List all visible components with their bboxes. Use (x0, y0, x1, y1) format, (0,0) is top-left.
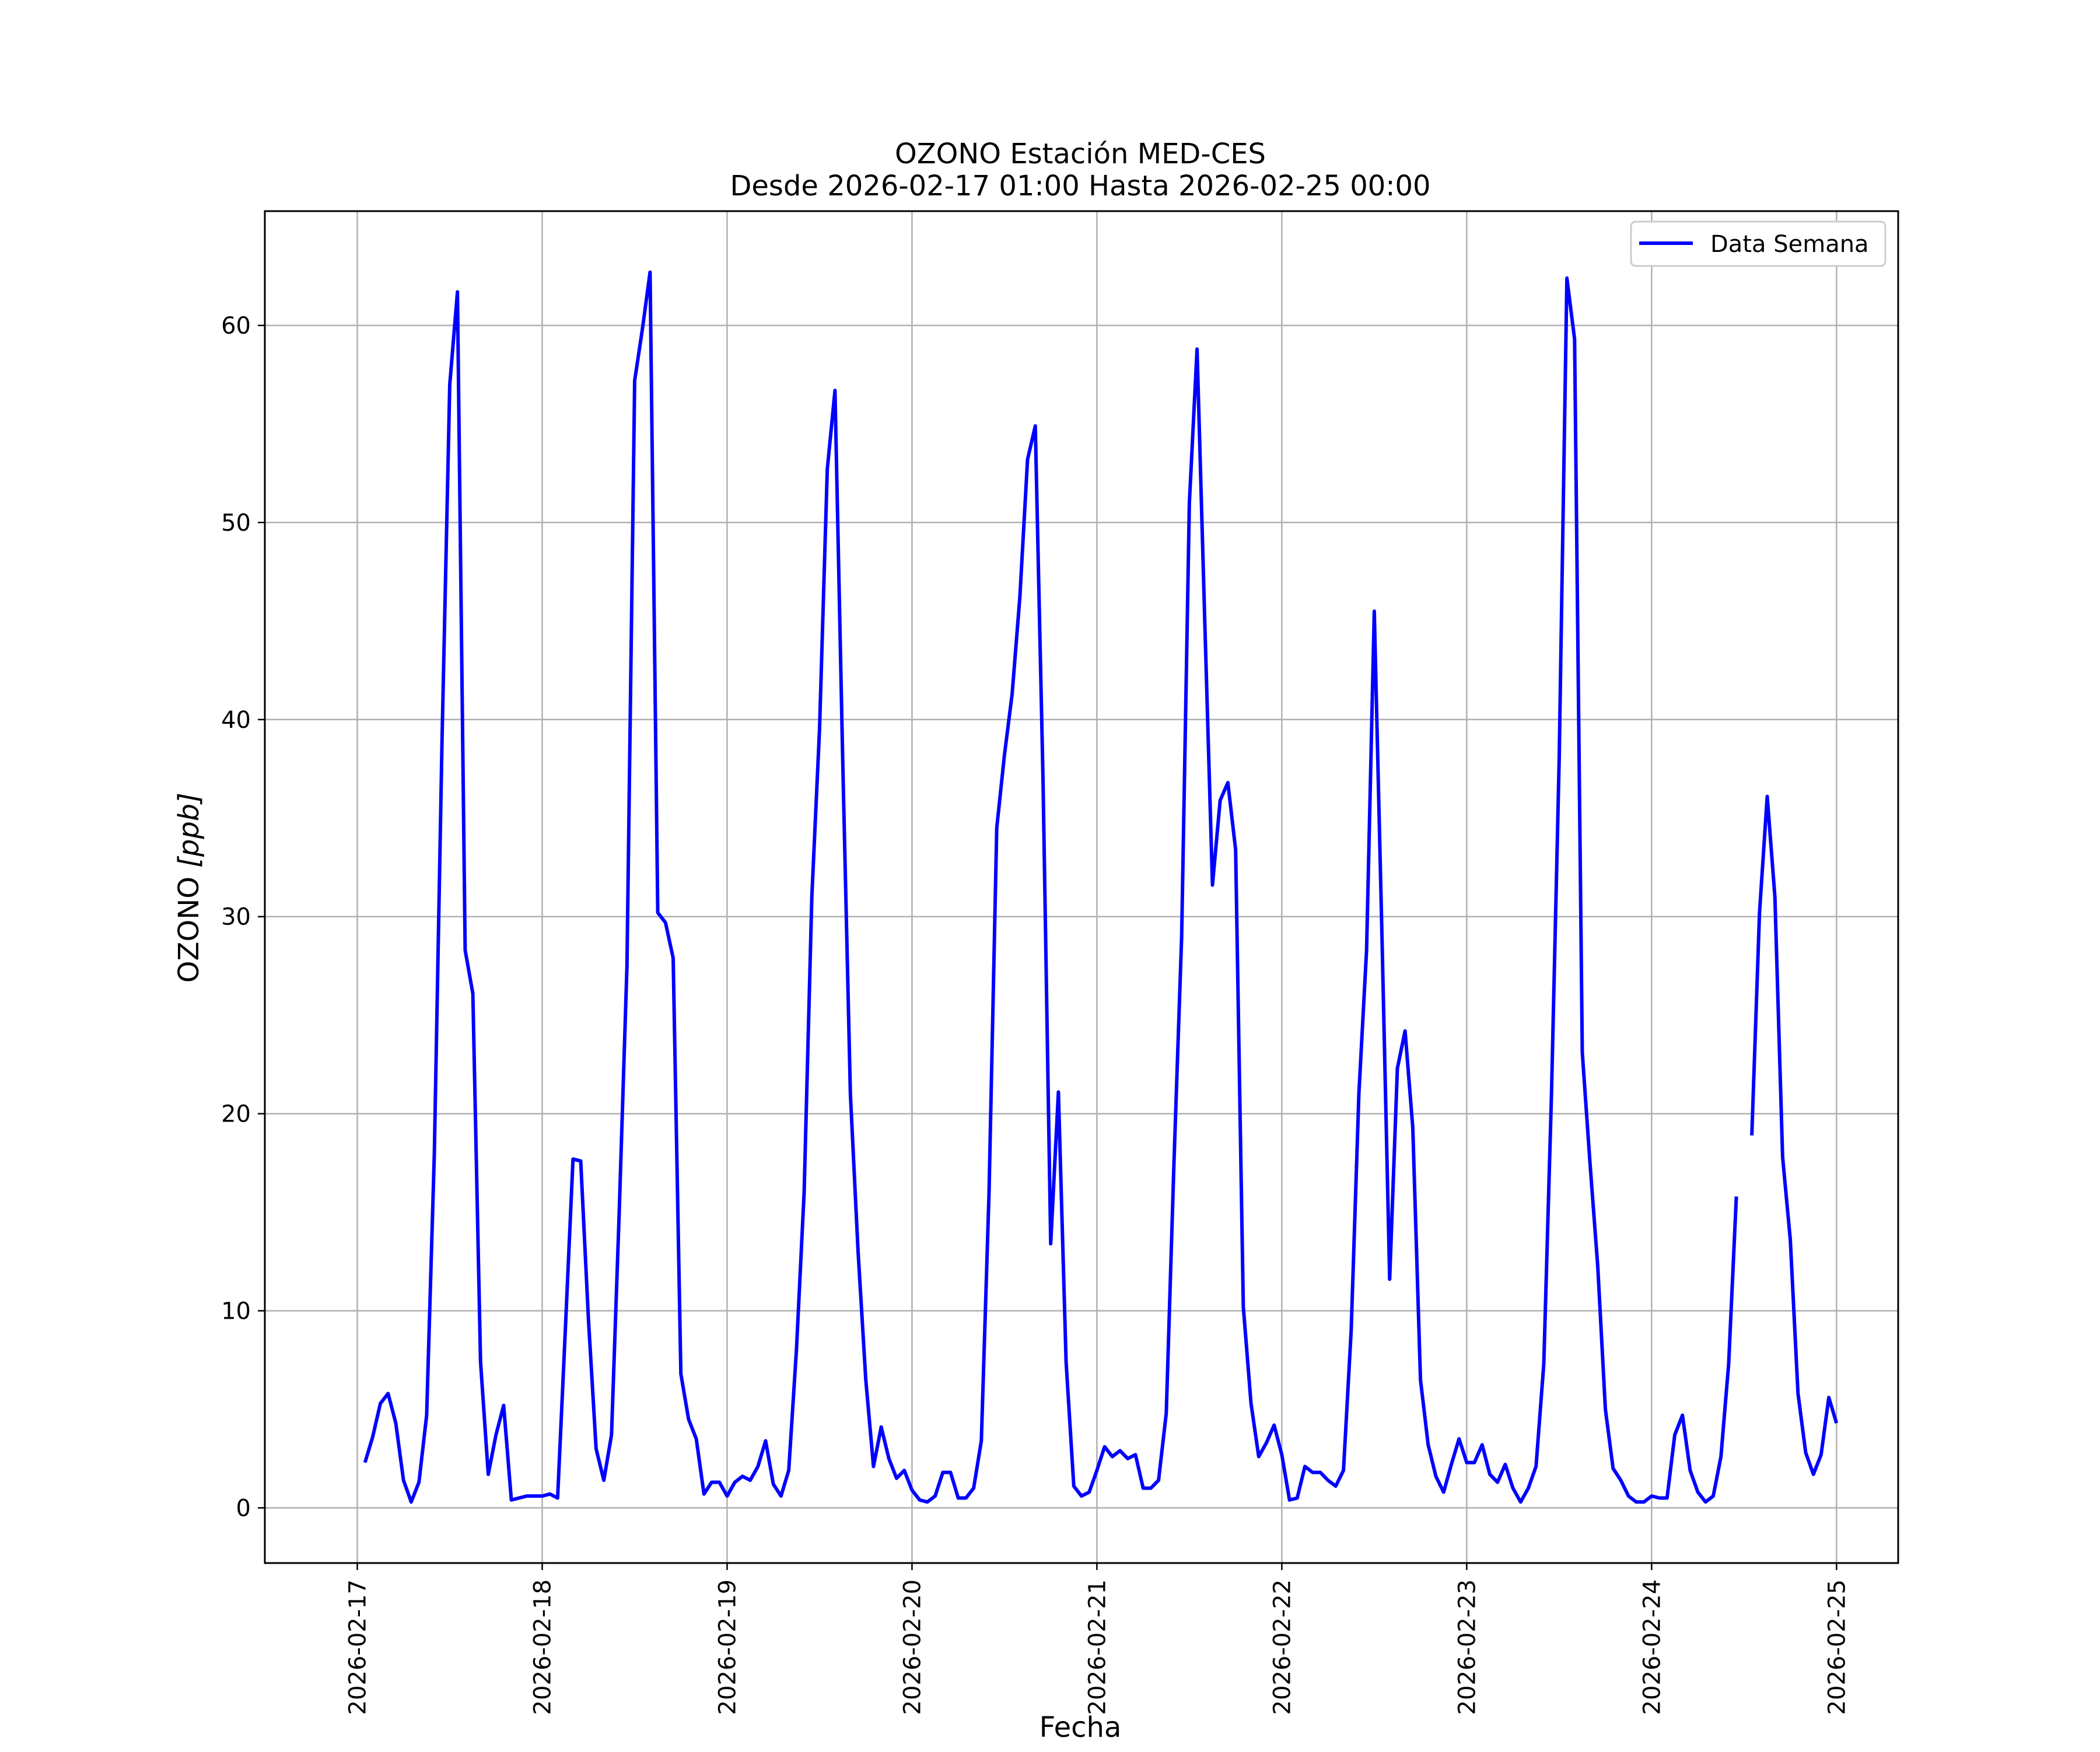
y-tick-label: 0 (236, 1495, 251, 1522)
y-tick-label: 50 (221, 510, 251, 537)
series-layer (363, 270, 1839, 1504)
x-tick-label: 2026-02-22 (1269, 1579, 1296, 1715)
chart-title: OZONO Estación MED-CES (895, 138, 1266, 170)
plot-frame (264, 210, 1899, 1564)
axis-ticks: 0 10 20 30 40 50 60 2026-02-17 2026-02-18 2026-02… (221, 313, 1850, 1715)
series-line-0-segment-0 (363, 270, 1738, 1504)
y-tick-label: 40 (221, 707, 251, 734)
legend-label: Data Semana (1710, 231, 1869, 258)
x-tick-label: 2026-02-25 (1824, 1579, 1850, 1715)
x-tick-label: 2026-02-17 (344, 1579, 371, 1715)
x-tick-label: 2026-02-23 (1454, 1579, 1480, 1715)
x-tick-label: 2026-02-19 (714, 1579, 741, 1715)
y-tick-label: 10 (221, 1298, 251, 1324)
legend-box (1630, 220, 1887, 267)
y-axis-label-main: OZONO (173, 877, 205, 983)
y-axis-label: OZONO [ppb] (173, 793, 205, 983)
x-tick-label: 2026-02-21 (1084, 1579, 1111, 1715)
y-axis-label-unit: [ppb] (173, 793, 205, 868)
x-tick-label: 2026-02-20 (899, 1579, 926, 1715)
x-tick-label: 2026-02-24 (1639, 1579, 1665, 1715)
y-tick-label: 60 (221, 313, 251, 339)
chart-subtitle: Desde 2026-02-17 01:00 Hasta 2026-02-25 … (730, 170, 1430, 202)
legend: Data Semana (1630, 220, 1887, 267)
y-tick-label: 30 (221, 904, 251, 931)
x-tick-label: 2026-02-18 (529, 1579, 556, 1715)
grid-lines (265, 211, 1898, 1563)
x-axis-label: Fecha (1040, 1711, 1122, 1744)
y-tick-label: 20 (221, 1101, 251, 1128)
series-line-0-segment-1 (1750, 794, 1839, 1476)
